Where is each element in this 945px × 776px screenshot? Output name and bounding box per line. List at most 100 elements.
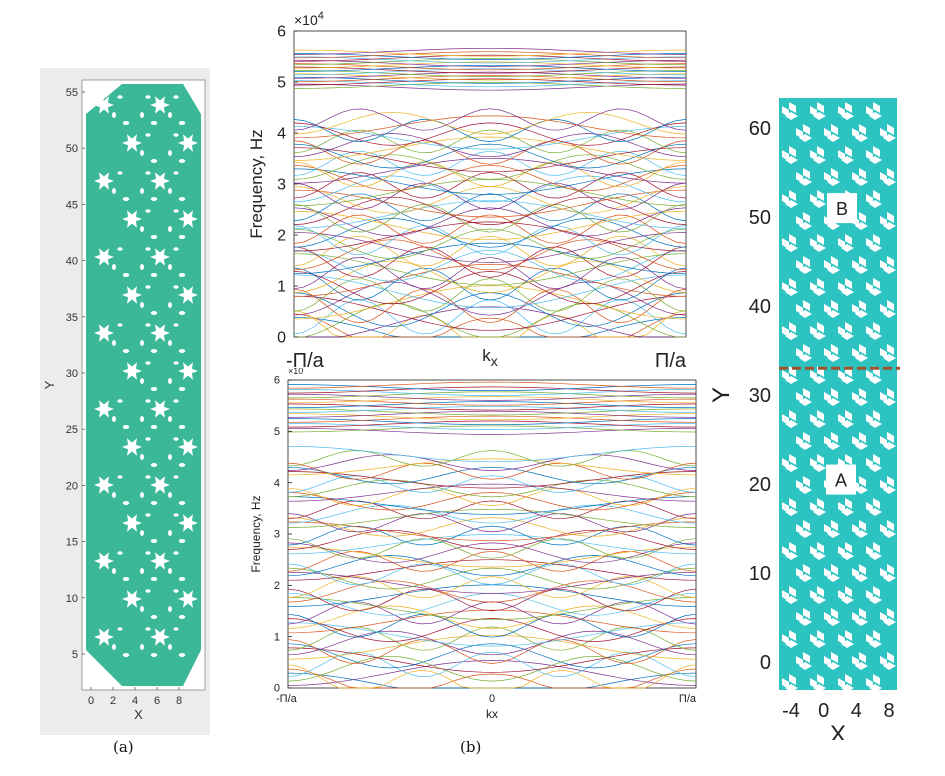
band-line: [287, 521, 697, 542]
hole-piece: [866, 282, 873, 293]
band-line: [287, 580, 697, 603]
hole-piece: [785, 684, 798, 692]
hole-piece: [827, 178, 840, 186]
hole-piece: [869, 640, 882, 648]
band-line: [293, 119, 687, 142]
hole-piece: [785, 420, 798, 428]
hole-piece: [796, 348, 803, 359]
band-line: [287, 529, 697, 550]
band-line: [293, 47, 687, 55]
small-hole: [145, 551, 151, 555]
hole-piece: [841, 552, 854, 560]
hole-piece: [852, 260, 859, 271]
hole-piece: [803, 608, 810, 619]
band-line: [293, 140, 687, 165]
star-hole: [178, 438, 198, 456]
band-line: [287, 427, 697, 435]
hole-piece: [869, 420, 882, 428]
band-line: [287, 418, 697, 426]
hole-piece: [887, 432, 894, 443]
small-hole: [150, 349, 158, 353]
hole-piece: [831, 124, 838, 135]
hole-piece: [887, 256, 894, 267]
hole-piece: [869, 552, 882, 560]
hole-piece: [803, 432, 810, 443]
hole-piece: [841, 288, 854, 296]
hole-piece: [785, 332, 798, 340]
small-hole: [145, 399, 151, 403]
hole-piece: [841, 112, 854, 120]
band-line: [293, 256, 687, 290]
small-hole: [140, 454, 144, 460]
hole-piece: [855, 354, 868, 362]
hole-piece: [785, 596, 798, 604]
small-hole: [140, 302, 144, 308]
band-line: [287, 415, 697, 423]
small-hole: [173, 513, 179, 517]
y-tick-label: 35: [66, 312, 78, 324]
hole-piece: [810, 546, 817, 557]
hole-piece: [824, 304, 831, 315]
band-line: [293, 147, 687, 173]
hole-piece: [873, 586, 880, 597]
hole-piece: [866, 106, 873, 117]
hole-piece: [799, 354, 812, 362]
star-hole: [178, 514, 198, 532]
band-line: [293, 70, 687, 77]
hole-piece: [852, 172, 859, 183]
hole-piece: [869, 244, 882, 252]
hole-piece: [817, 586, 824, 597]
small-hole: [173, 627, 179, 631]
small-hole: [140, 416, 144, 422]
band-line: [287, 487, 697, 506]
band-line: [287, 567, 697, 590]
hole-piece: [782, 194, 789, 205]
hole-piece: [803, 168, 810, 179]
hole-piece: [841, 640, 854, 648]
small-hole: [168, 606, 172, 612]
small-hole: [145, 361, 151, 365]
star-hole: [150, 628, 170, 646]
small-hole: [140, 568, 144, 574]
band-line: [287, 513, 697, 533]
y-tick-label: 30: [749, 385, 771, 407]
small-hole: [168, 454, 172, 460]
hole-piece: [873, 102, 880, 113]
band-line: [293, 288, 687, 324]
band-line: [293, 214, 687, 244]
hole-piece: [845, 674, 852, 685]
hole-piece: [855, 662, 868, 670]
hole-piece: [869, 288, 882, 296]
hole-piece: [817, 674, 824, 685]
small-hole: [145, 475, 151, 479]
hole-piece: [803, 388, 810, 399]
band-line: [287, 398, 697, 406]
band-line: [293, 157, 687, 184]
hole-piece: [866, 326, 873, 337]
small-hole: [173, 171, 179, 175]
y-tick-label: 2: [277, 227, 286, 244]
band-line: [287, 609, 697, 634]
band-line: [293, 56, 687, 64]
small-hole: [145, 285, 151, 289]
hole-piece: [817, 278, 824, 289]
hole-piece: [845, 102, 852, 113]
hole-piece: [887, 168, 894, 179]
hole-piece: [813, 420, 826, 428]
hole-piece: [789, 278, 796, 289]
small-hole: [168, 302, 172, 308]
hole-piece: [799, 442, 812, 450]
hole-piece: [803, 124, 810, 135]
small-hole: [168, 644, 172, 650]
band-line: [293, 136, 687, 161]
hole-piece: [859, 212, 866, 223]
hole-piece: [824, 348, 831, 359]
y-tick-label: 55: [66, 87, 78, 99]
star-hole: [94, 248, 114, 266]
band-line: [293, 281, 687, 316]
hole-piece: [838, 106, 845, 117]
x-tick-label: 0: [489, 693, 495, 705]
band-line: [287, 559, 697, 581]
band-line: [287, 396, 697, 404]
